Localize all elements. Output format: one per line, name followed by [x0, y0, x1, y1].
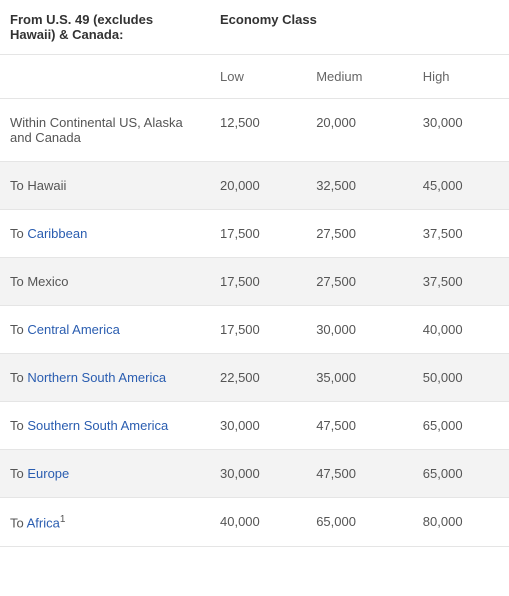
destination-cell: To Southern South America: [0, 402, 210, 450]
points-low: 40,000: [210, 498, 306, 547]
destination-cell: To Central America: [0, 306, 210, 354]
points-high: 50,000: [413, 354, 509, 402]
table-row: To Southern South America30,00047,50065,…: [0, 402, 509, 450]
destination-label: Mexico: [27, 274, 68, 289]
destination-cell: To Europe: [0, 450, 210, 498]
points-medium: 47,500: [306, 450, 413, 498]
destination-prefix: To: [10, 226, 27, 241]
points-high: 45,000: [413, 162, 509, 210]
points-medium: 20,000: [306, 99, 413, 162]
blank-header: [0, 55, 210, 99]
table-row: To Caribbean17,50027,50037,500: [0, 210, 509, 258]
destination-cell: To Hawaii: [0, 162, 210, 210]
destination-prefix: To: [10, 418, 27, 433]
points-high: 40,000: [413, 306, 509, 354]
destination-link[interactable]: Southern South America: [27, 418, 168, 433]
points-medium: 27,500: [306, 210, 413, 258]
points-medium: 65,000: [306, 498, 413, 547]
points-high: 37,500: [413, 258, 509, 306]
destination-cell: To Caribbean: [0, 210, 210, 258]
header-row-1: From U.S. 49 (excludes Hawaii) & Canada:…: [0, 0, 509, 55]
table-row: Within Continental US, Alaska and Canada…: [0, 99, 509, 162]
points-medium: 30,000: [306, 306, 413, 354]
destination-prefix: To: [10, 515, 27, 530]
destination-cell: To Mexico: [0, 258, 210, 306]
class-header: Economy Class: [210, 0, 509, 55]
destination-prefix: To: [10, 466, 27, 481]
table-row: To Africa140,00065,00080,000: [0, 498, 509, 547]
destination-link[interactable]: Europe: [27, 466, 69, 481]
destination-link[interactable]: Caribbean: [27, 226, 87, 241]
destination-prefix: To: [10, 322, 27, 337]
table-row: To Hawaii20,00032,50045,000: [0, 162, 509, 210]
destination-prefix: To: [10, 274, 27, 289]
table-row: To Central America17,50030,00040,000: [0, 306, 509, 354]
points-low: 17,500: [210, 258, 306, 306]
award-chart-table: From U.S. 49 (excludes Hawaii) & Canada:…: [0, 0, 509, 547]
tier-low-header: Low: [210, 55, 306, 99]
table-row: To Europe30,00047,50065,000: [0, 450, 509, 498]
points-medium: 27,500: [306, 258, 413, 306]
header-row-2: Low Medium High: [0, 55, 509, 99]
destination-prefix: To: [10, 370, 27, 385]
points-high: 65,000: [413, 402, 509, 450]
origin-header: From U.S. 49 (excludes Hawaii) & Canada:: [0, 0, 210, 55]
destination-prefix: To: [10, 178, 27, 193]
points-high: 80,000: [413, 498, 509, 547]
table-row: To Mexico17,50027,50037,500: [0, 258, 509, 306]
table-row: To Northern South America22,50035,00050,…: [0, 354, 509, 402]
destination-cell: Within Continental US, Alaska and Canada: [0, 99, 210, 162]
tier-high-header: High: [413, 55, 509, 99]
points-low: 22,500: [210, 354, 306, 402]
points-low: 12,500: [210, 99, 306, 162]
destination-link[interactable]: Northern South America: [27, 370, 166, 385]
points-low: 20,000: [210, 162, 306, 210]
points-low: 17,500: [210, 306, 306, 354]
destination-link[interactable]: Central America: [27, 322, 119, 337]
points-medium: 47,500: [306, 402, 413, 450]
points-high: 30,000: [413, 99, 509, 162]
destination-cell: To Northern South America: [0, 354, 210, 402]
footnote-marker: 1: [60, 514, 66, 525]
destination-link[interactable]: Africa: [27, 515, 60, 530]
points-low: 30,000: [210, 402, 306, 450]
points-low: 30,000: [210, 450, 306, 498]
points-medium: 35,000: [306, 354, 413, 402]
destination-cell: To Africa1: [0, 498, 210, 547]
points-high: 65,000: [413, 450, 509, 498]
tier-medium-header: Medium: [306, 55, 413, 99]
destination-label: Hawaii: [27, 178, 66, 193]
points-medium: 32,500: [306, 162, 413, 210]
points-low: 17,500: [210, 210, 306, 258]
destination-label: Within Continental US, Alaska and Canada: [10, 115, 183, 145]
points-high: 37,500: [413, 210, 509, 258]
